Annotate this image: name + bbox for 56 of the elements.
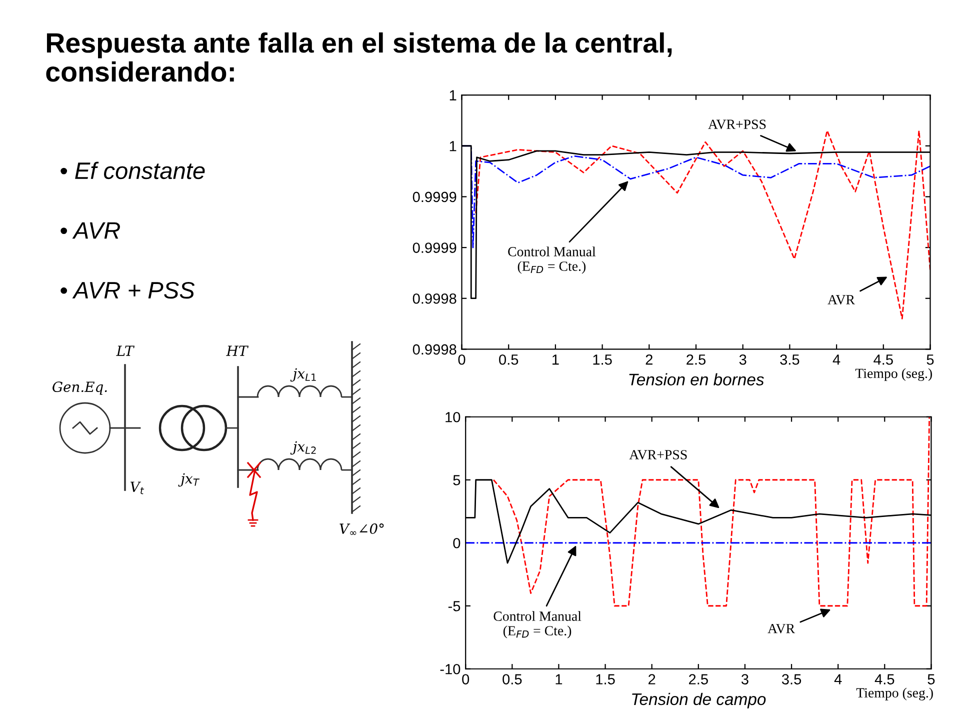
text: Tiempo (seg.): [856, 688, 933, 700]
y-tick-label: 0: [453, 538, 460, 548]
y-tick-label: 0.9998: [412, 344, 456, 355]
text: Respuesta ante falla en el sistema de la central, considerando:: [46, 32, 672, 82]
y-tick-label: 10: [446, 412, 460, 422]
x-tick-label: 1: [552, 354, 559, 365]
text: • Ef constante: [60, 162, 205, 180]
x-tick-label: 4.5: [874, 674, 894, 684]
x-tick-label: 0.5: [499, 354, 518, 365]
line-series: [475, 130, 930, 320]
y-tick-label: -5: [448, 601, 460, 612]
x-tick-label: 2.5: [686, 354, 706, 365]
x-tick-label: 3.5: [780, 354, 800, 365]
text: Tiempo (seg.): [855, 368, 932, 381]
annotation: AVR: [768, 624, 796, 634]
x-tick-label: 5: [926, 354, 934, 365]
text: V$_{t}$: [130, 482, 144, 494]
text: jx$_{T}$: [178, 473, 200, 487]
annotation: AVR+PSS: [708, 120, 766, 130]
y-tick-label: -10: [440, 664, 460, 674]
text: V$_{∞}$∠0°: [340, 523, 384, 535]
y-tick-label: 1: [450, 90, 456, 100]
text: • AVR: [60, 222, 120, 239]
text: LT: [116, 346, 135, 356]
x-tick-label: 4: [834, 674, 842, 684]
x-axis-title: Tension de campo: [632, 692, 766, 708]
y-tick-label: 5: [453, 475, 460, 486]
text: jx$_{L2}$: [290, 441, 316, 455]
text: • AVR + PSS: [60, 282, 195, 299]
x-tick-label: 1.5: [596, 674, 615, 684]
line-series: [492, 416, 930, 607]
annotation: Control Manual (E$_{FD}$ = Cte.): [494, 611, 582, 638]
x-tick-label: 2.5: [689, 674, 708, 684]
annotation: Control Manual (E$_{FD}$ = Cte.): [508, 246, 596, 274]
y-tick-label: 0.9999: [412, 192, 456, 202]
annotation: AVR: [828, 295, 855, 304]
x-tick-label: 4: [832, 354, 840, 365]
x-axis-title: Tension en bornes: [629, 373, 764, 386]
x-tick-label: 1: [556, 674, 562, 684]
x-tick-label: 3.5: [782, 674, 802, 684]
annotation: AVR+PSS: [629, 450, 687, 460]
x-tick-label: 0: [462, 674, 470, 684]
x-tick-label: 0.5: [502, 674, 522, 684]
x-tick-label: 3: [739, 354, 746, 365]
x-tick-label: 2: [648, 674, 656, 684]
y-tick-label: 0.9998: [412, 293, 456, 304]
text: HT: [226, 346, 249, 356]
y-tick-label: 1: [450, 141, 456, 152]
x-tick-label: 4.5: [874, 354, 893, 365]
x-tick-label: 1.5: [593, 354, 612, 365]
x-tick-label: 2: [646, 354, 652, 365]
text: jx$_{L1}$: [290, 368, 316, 382]
x-tick-label: 3: [741, 674, 748, 684]
text: Gen.Eq.: [52, 382, 107, 395]
x-tick-label: 5: [928, 674, 935, 684]
y-tick-label: 0.9999: [412, 242, 456, 253]
